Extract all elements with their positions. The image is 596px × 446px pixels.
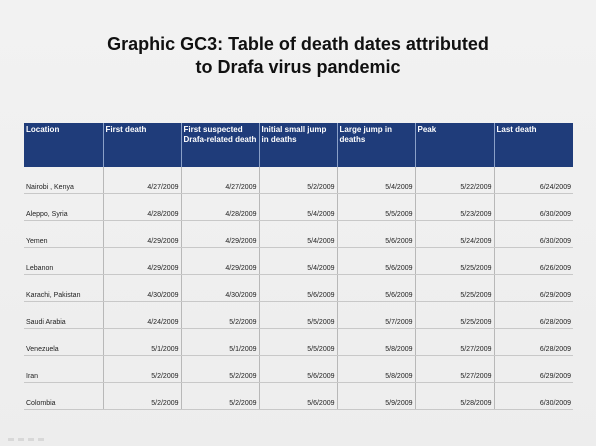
location-cell: Yemen — [24, 220, 104, 248]
slide-title: Graphic GC3: Table of death dates attrib… — [0, 33, 596, 79]
date-cell: 5/5/2009 — [259, 301, 338, 329]
date-cell: 5/25/2009 — [415, 301, 495, 329]
date-cell: 5/8/2009 — [337, 328, 416, 356]
date-cell: 4/24/2009 — [103, 301, 182, 329]
date-cell: 5/25/2009 — [415, 274, 495, 302]
column-header-first-death: First death — [103, 123, 182, 167]
date-cell: 4/29/2009 — [181, 247, 260, 275]
location-cell: Colombia — [24, 382, 104, 410]
date-cell: 5/5/2009 — [337, 193, 416, 221]
date-cell: 4/27/2009 — [103, 167, 182, 194]
column-header-peak: Peak — [415, 123, 495, 167]
date-cell: 4/29/2009 — [103, 220, 182, 248]
date-cell: 6/28/2009 — [494, 301, 573, 329]
title-line-2: to Drafa virus pandemic — [195, 57, 401, 77]
column-header-large-jump: Large jump in deaths — [337, 123, 416, 167]
table-header-row: Location First death First suspected Dra… — [24, 123, 573, 167]
date-cell: 5/4/2009 — [337, 167, 416, 194]
table-row: Nairobi , Kenya 4/27/2009 4/27/2009 5/2/200… — [24, 167, 573, 194]
date-cell: 5/25/2009 — [415, 247, 495, 275]
date-cell: 5/6/2009 — [259, 274, 338, 302]
footer-mark — [28, 438, 34, 441]
column-header-first-suspected: First suspected Drafa-related death — [181, 123, 260, 167]
date-cell: 4/29/2009 — [181, 220, 260, 248]
date-cell: 6/26/2009 — [494, 247, 573, 275]
table-row: Aleppo, Syria 4/28/2009 4/28/2009 5/4/2009 5… — [24, 193, 573, 221]
date-cell: 5/4/2009 — [259, 247, 338, 275]
date-cell: 5/6/2009 — [337, 220, 416, 248]
date-cell: 4/27/2009 — [181, 167, 260, 194]
table-row: Karachi, Pakistan 4/30/2009 4/30/2009 5/6/2… — [24, 274, 573, 302]
slide-footer-marks — [8, 438, 48, 442]
date-cell: 5/1/2009 — [181, 328, 260, 356]
table-row: Iran 5/2/2009 5/2/2009 5/6/2009 5/8/2009 5/27… — [24, 355, 573, 383]
date-cell: 5/23/2009 — [415, 193, 495, 221]
date-cell: 5/2/2009 — [181, 301, 260, 329]
date-cell: 4/30/2009 — [103, 274, 182, 302]
date-cell: 5/2/2009 — [103, 382, 182, 410]
date-cell: 4/30/2009 — [181, 274, 260, 302]
date-cell: 4/28/2009 — [181, 193, 260, 221]
column-header-last-death: Last death — [494, 123, 573, 167]
date-cell: 5/6/2009 — [259, 355, 338, 383]
date-cell: 5/2/2009 — [103, 355, 182, 383]
date-cell: 6/30/2009 — [494, 193, 573, 221]
title-line-1: Graphic GC3: Table of death dates attrib… — [107, 34, 489, 54]
date-cell: 5/4/2009 — [259, 220, 338, 248]
date-cell: 5/2/2009 — [181, 355, 260, 383]
date-cell: 6/29/2009 — [494, 355, 573, 383]
location-cell: Venezuela — [24, 328, 104, 356]
table-row: Yemen 4/29/2009 4/29/2009 5/4/2009 5/6/2009 5… — [24, 220, 573, 248]
location-cell: Saudi Arabia — [24, 301, 104, 329]
date-cell: 5/28/2009 — [415, 382, 495, 410]
location-cell: Nairobi , Kenya — [24, 167, 104, 194]
date-cell: 5/5/2009 — [259, 328, 338, 356]
footer-mark — [8, 438, 14, 441]
date-cell: 5/2/2009 — [181, 382, 260, 410]
date-cell: 5/24/2009 — [415, 220, 495, 248]
date-cell: 5/27/2009 — [415, 355, 495, 383]
location-cell: Iran — [24, 355, 104, 383]
date-cell: 5/6/2009 — [259, 382, 338, 410]
date-cell: 4/29/2009 — [103, 247, 182, 275]
column-header-initial-jump: Initial small jump in deaths — [259, 123, 338, 167]
table-row: Saudi Arabia 4/24/2009 5/2/2009 5/5/2009 5/7… — [24, 301, 573, 329]
location-cell: Lebanon — [24, 247, 104, 275]
date-cell: 6/24/2009 — [494, 167, 573, 194]
date-cell: 5/22/2009 — [415, 167, 495, 194]
date-cell: 5/7/2009 — [337, 301, 416, 329]
date-cell: 5/4/2009 — [259, 193, 338, 221]
date-cell: 4/28/2009 — [103, 193, 182, 221]
table-row: Colombia 5/2/2009 5/2/2009 5/6/2009 5/9/2009… — [24, 382, 573, 410]
date-cell: 6/30/2009 — [494, 220, 573, 248]
table-body: Nairobi , Kenya 4/27/2009 4/27/2009 5/2/200… — [24, 167, 573, 410]
footer-mark — [38, 438, 44, 441]
death-dates-table: Location First death First suspected Dra… — [24, 123, 573, 410]
column-header-location: Location — [24, 123, 104, 167]
location-cell: Karachi, Pakistan — [24, 274, 104, 302]
date-cell: 5/6/2009 — [337, 274, 416, 302]
location-cell: Aleppo, Syria — [24, 193, 104, 221]
date-cell: 6/29/2009 — [494, 274, 573, 302]
date-cell: 5/6/2009 — [337, 247, 416, 275]
table-row: Lebanon 4/29/2009 4/29/2009 5/4/2009 5/6/200… — [24, 247, 573, 275]
date-cell: 5/1/2009 — [103, 328, 182, 356]
table-row: Venezuela 5/1/2009 5/1/2009 5/5/2009 5/8/200… — [24, 328, 573, 356]
date-cell: 5/27/2009 — [415, 328, 495, 356]
footer-mark — [18, 438, 24, 441]
date-cell: 5/2/2009 — [259, 167, 338, 194]
date-cell: 5/8/2009 — [337, 355, 416, 383]
date-cell: 5/9/2009 — [337, 382, 416, 410]
date-cell: 6/30/2009 — [494, 382, 573, 410]
date-cell: 6/28/2009 — [494, 328, 573, 356]
